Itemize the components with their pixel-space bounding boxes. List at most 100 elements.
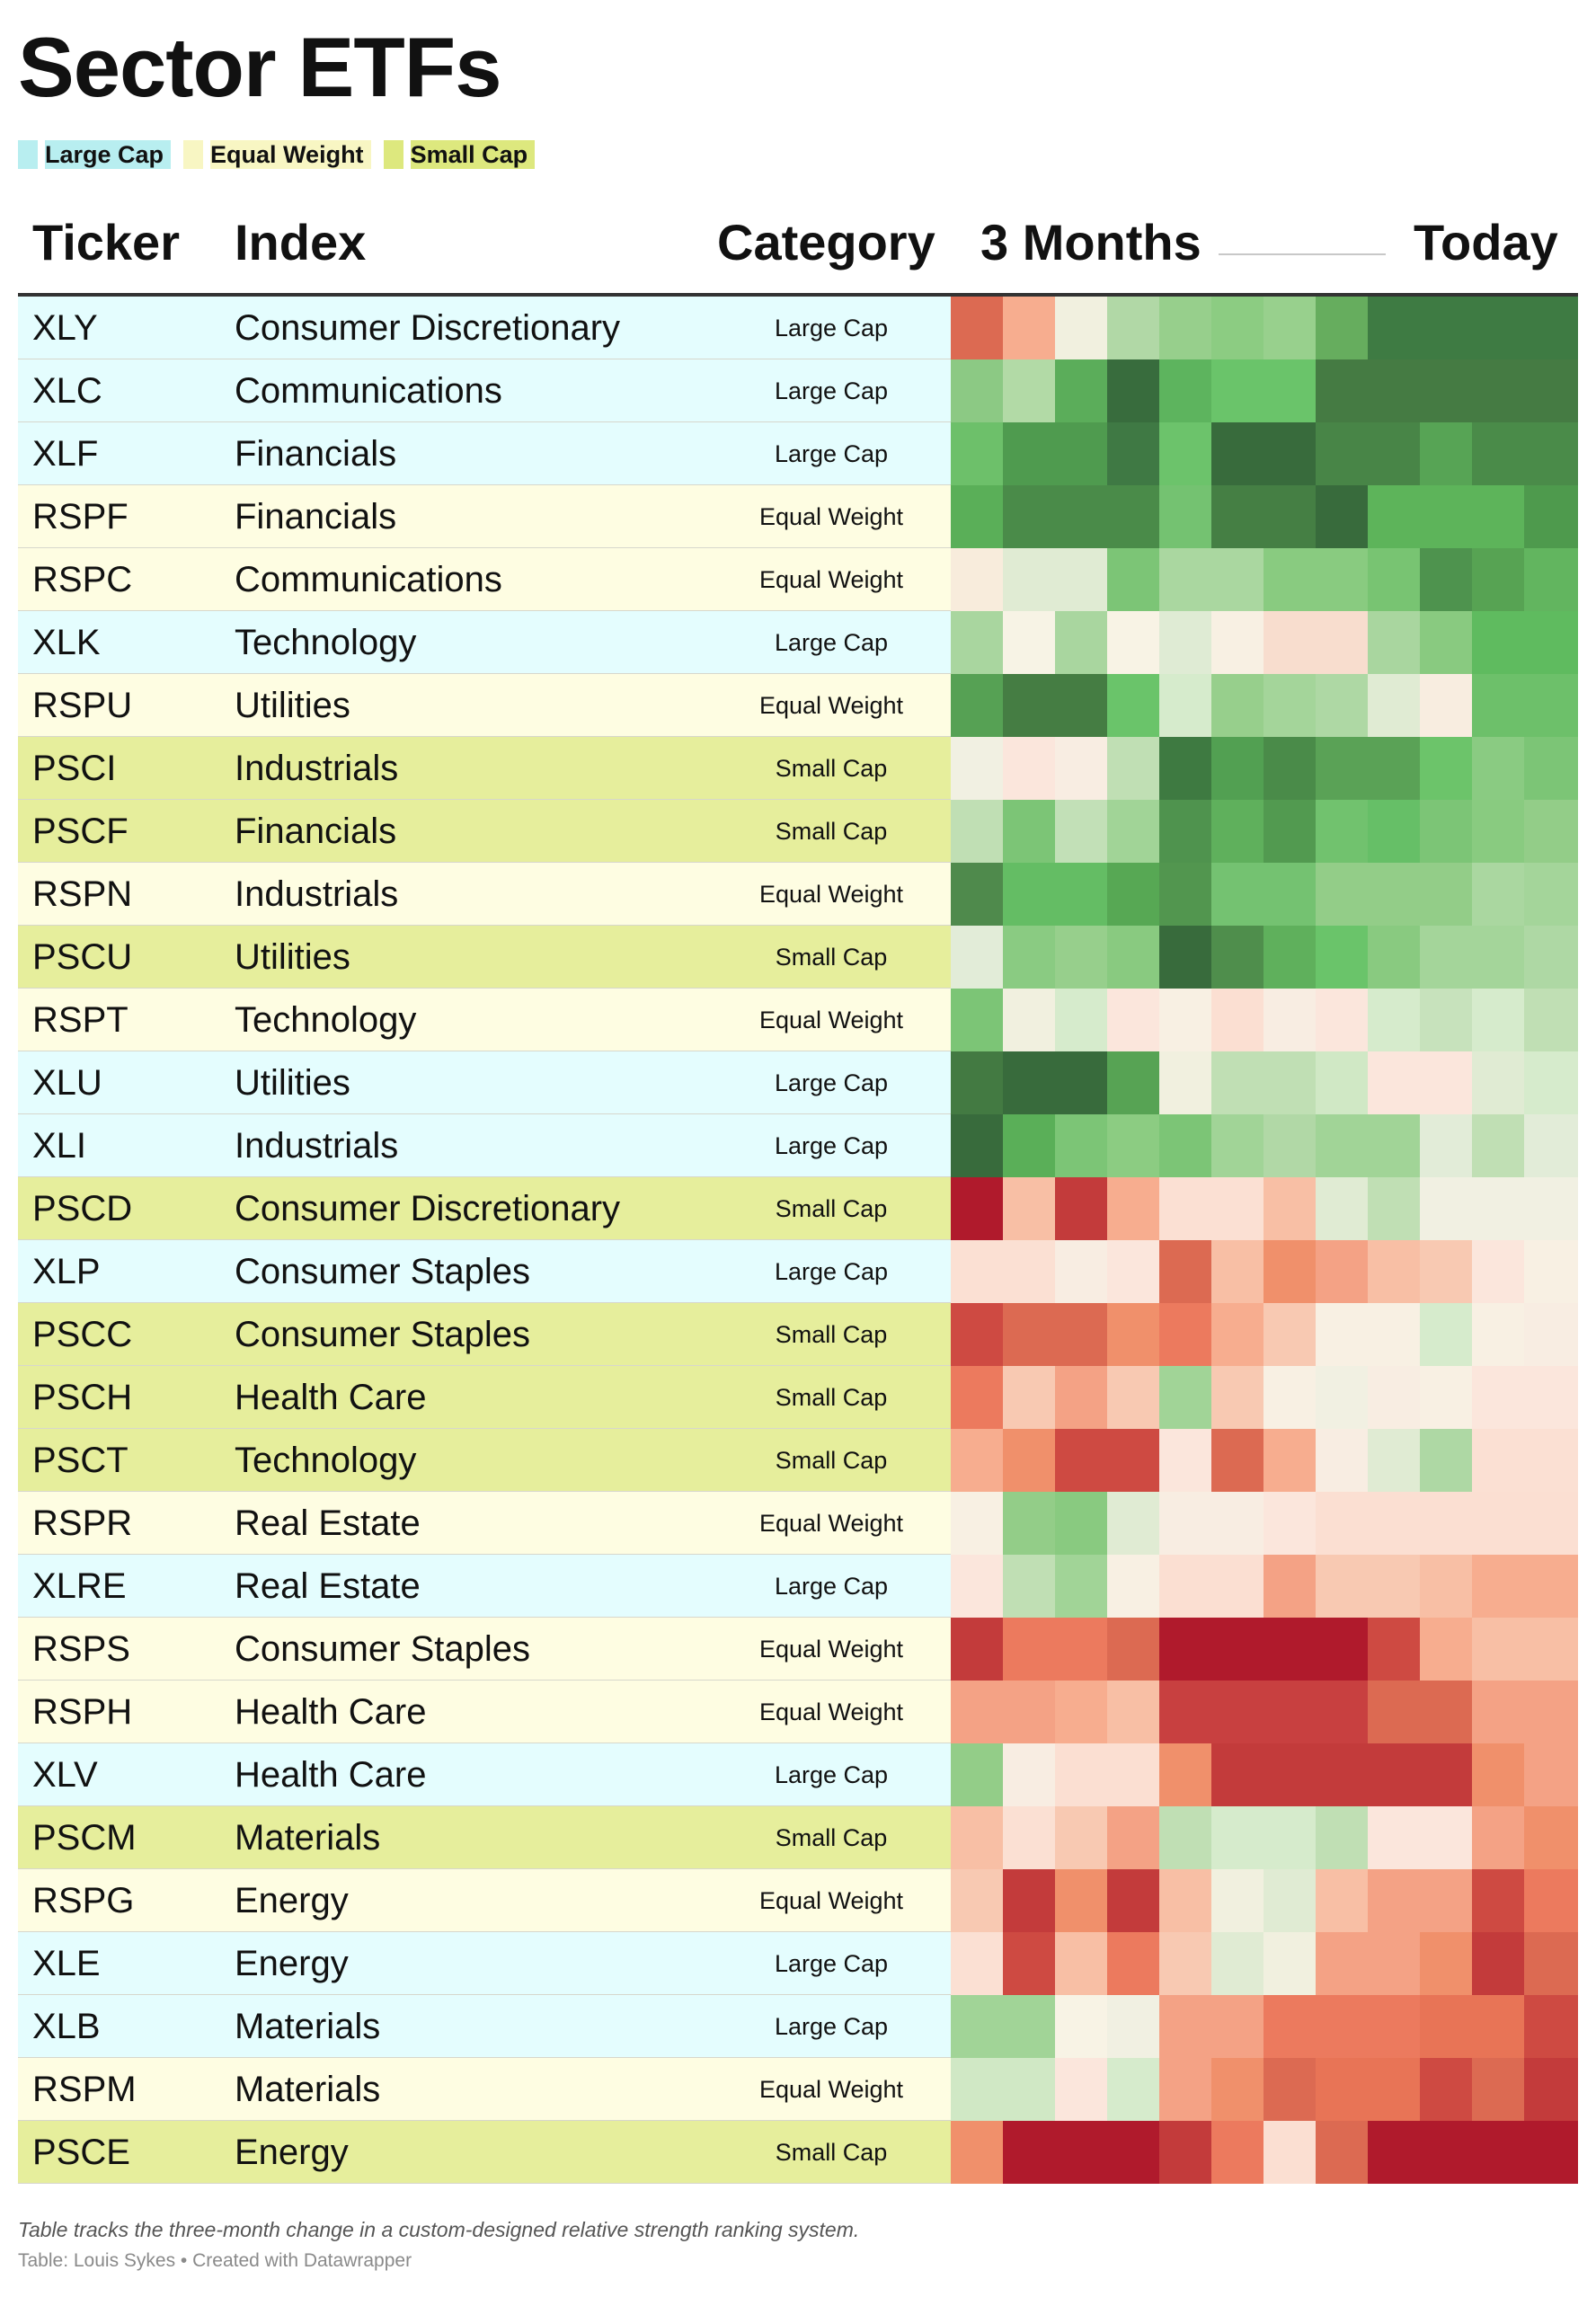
- heatmap-cell: [1003, 1051, 1056, 1115]
- heatmap-cell: [1055, 297, 1108, 360]
- heatmap-cell: [1316, 1240, 1369, 1304]
- credit-line: Table: Louis Sykes • Created with Datawr…: [18, 2250, 412, 2271]
- heatmap-cell: [1264, 926, 1317, 989]
- heatmap-cell: [1524, 1177, 1578, 1241]
- heatmap-cell: [1264, 1366, 1317, 1430]
- heatmap-cell: [1368, 800, 1421, 864]
- heatmap-cell: [1211, 1366, 1264, 1430]
- heatmap-cell: [1472, 548, 1525, 612]
- heatmap-cell: [1055, 1618, 1108, 1681]
- heatmap-cell: [1368, 1114, 1421, 1178]
- heatmap-cell: [1211, 1932, 1264, 1996]
- index-cell: Real Estate: [235, 1503, 421, 1543]
- heatmap-cell: [1055, 989, 1108, 1052]
- table-row: PSCI Industrials Small Cap: [18, 737, 951, 800]
- ticker-cell: XLV: [32, 1755, 98, 1795]
- footnote: Table tracks the three-month change in a…: [18, 2218, 860, 2241]
- heatmap-cell: [1159, 1303, 1212, 1367]
- table-row: RSPF Financials Equal Weight: [18, 485, 951, 548]
- heatmap-cell: [1055, 1743, 1108, 1807]
- heatmap-cell: [951, 1492, 1004, 1556]
- heatmap-cell: [1211, 989, 1264, 1052]
- index-cell: Industrials: [235, 874, 399, 914]
- index-cell: Health Care: [235, 1378, 427, 1417]
- heatmap-cell: [951, 297, 1004, 360]
- heatmap-cell: [1159, 297, 1212, 360]
- heatmap-cell: [1003, 863, 1056, 927]
- heatmap-cell: [1159, 926, 1212, 989]
- heatmap-cell: [1472, 1555, 1525, 1619]
- heatmap-cell: [1107, 1555, 1160, 1619]
- heatmap-cell: [1524, 926, 1578, 989]
- heatmap-cell: [1055, 1114, 1108, 1178]
- heatmap-cell: [1420, 800, 1473, 864]
- category-cell-wrap: Small Cap: [18, 1177, 951, 1245]
- index-cell: Materials: [235, 2007, 381, 2046]
- heatmap-cell: [1524, 674, 1578, 738]
- heatmap-cell: [1316, 1743, 1369, 1807]
- heatmap-cell: [1420, 422, 1473, 486]
- heatmap-cell: [1368, 1366, 1421, 1430]
- heatmap-cell: [1524, 422, 1578, 486]
- heatmap-cell: [1211, 737, 1264, 801]
- heatmap-cell: [1211, 674, 1264, 738]
- heatmap-cell: [1524, 1240, 1578, 1304]
- heatmap-cell: [1472, 1429, 1525, 1493]
- ticker-cell: PSCM: [32, 1818, 137, 1858]
- category-cell: Equal Weight: [758, 881, 904, 908]
- table-row: RSPN Industrials Equal Weight: [18, 863, 951, 926]
- heatmap-cell: [1524, 863, 1578, 927]
- heatmap-cell: [1472, 2121, 1525, 2184]
- heatmap-cell: [1472, 737, 1525, 801]
- heatmap-cell: [1003, 926, 1056, 989]
- ticker-cell: RSPF: [32, 497, 129, 537]
- table-row: PSCF Financials Small Cap: [18, 800, 951, 863]
- index-cell: Real Estate: [235, 1566, 421, 1606]
- heatmap-cell: [1264, 422, 1317, 486]
- category-cell: Large Cap: [774, 315, 889, 341]
- heatmap-cell: [1368, 989, 1421, 1052]
- heatmap-cell: [1264, 359, 1317, 423]
- heatmap-cell: [1055, 1869, 1108, 1933]
- heatmap-cell: [1264, 1114, 1317, 1178]
- table-row: PSCE Energy Small Cap: [18, 2121, 951, 2184]
- heatmap-cell: [1055, 1492, 1108, 1556]
- heatmap-cell: [1159, 1114, 1212, 1178]
- ticker-cell: RSPG: [32, 1881, 135, 1920]
- heatmap-cell: [1107, 674, 1160, 738]
- heatmap-cell: [951, 422, 1004, 486]
- heatmap-cell: [1159, 1995, 1212, 2059]
- heatmap-cell: [951, 611, 1004, 675]
- category-cell: Large Cap: [774, 1761, 889, 1788]
- heatmap-cell: [1003, 1681, 1056, 1744]
- heatmap-cell: [1316, 1429, 1369, 1493]
- heatmap-cell: [1368, 2058, 1421, 2122]
- ticker-cell: RSPU: [32, 686, 133, 725]
- heatmap-cell: [1003, 2121, 1056, 2184]
- index-cell: Health Care: [235, 1692, 427, 1732]
- heatmap-cell: [1316, 989, 1369, 1052]
- heatmap-cell: [1316, 1618, 1369, 1681]
- heatmap-cell: [1264, 1429, 1317, 1493]
- ticker-cell: XLB: [32, 2007, 101, 2046]
- heatmap-cell: [1420, 863, 1473, 927]
- heatmap-cell: [1107, 1806, 1160, 1870]
- category-cell: Large Cap: [774, 2013, 889, 2040]
- index-cell: Financials: [235, 434, 397, 474]
- heatmap-cell: [1524, 485, 1578, 549]
- heatmap-cell: [1368, 1743, 1421, 1807]
- heatmap-cell: [1524, 1429, 1578, 1493]
- heatmap-cell: [1211, 1618, 1264, 1681]
- heatmap-cell: [1420, 1995, 1473, 2059]
- heatmap-cell: [1264, 1995, 1317, 2059]
- heatmap-cell: [1159, 1681, 1212, 1744]
- legend-swatch: [383, 140, 403, 169]
- heatmap-cell: [1211, 1492, 1264, 1556]
- index-cell: Utilities: [235, 686, 350, 725]
- heatmap-cell: [1264, 1177, 1317, 1241]
- table-row: XLB Materials Large Cap: [18, 1995, 951, 2058]
- heatmap-cell: [1316, 297, 1369, 360]
- category-cell: Small Cap: [775, 1824, 888, 1851]
- category-cell-wrap: Small Cap: [18, 2121, 951, 2188]
- heatmap-cell: [1472, 1618, 1525, 1681]
